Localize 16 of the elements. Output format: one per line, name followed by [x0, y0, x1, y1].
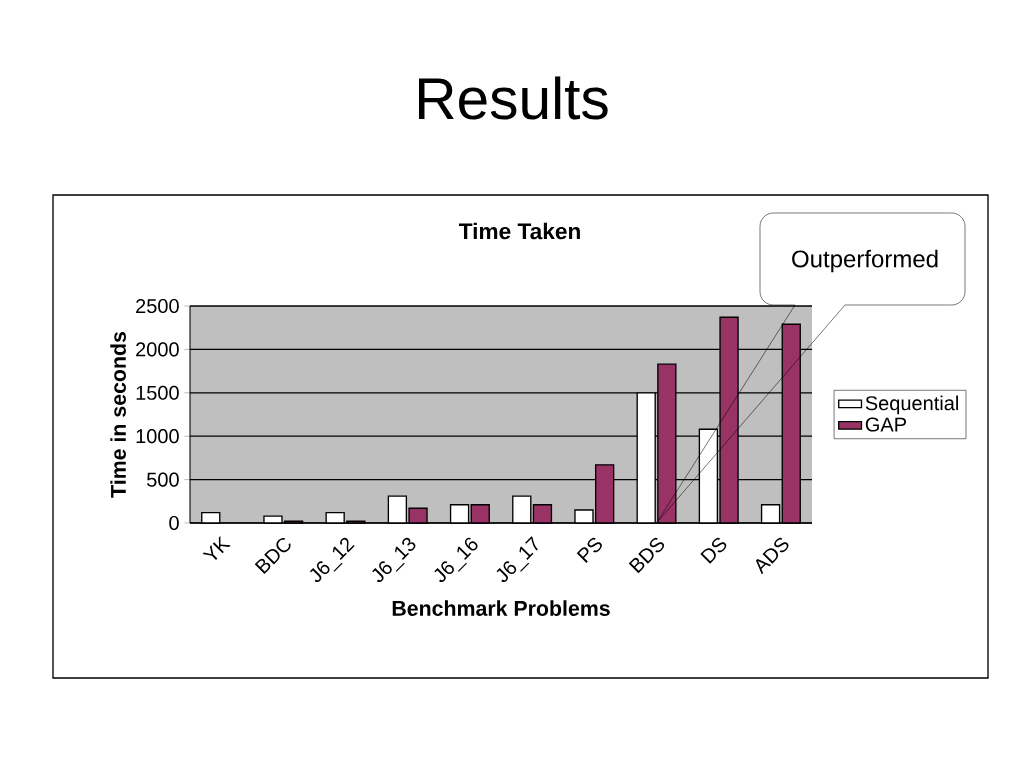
x-tick-label: YK — [202, 536, 231, 560]
x-axis-title: Benchmark Problems — [392, 600, 610, 616]
text: Outperformed — [792, 249, 938, 273]
y-tick-label: 1000 — [136, 429, 179, 444]
x-tick-label: PS — [576, 537, 602, 563]
legend-label: GAP — [865, 417, 906, 432]
y-tick-label: 2000 — [136, 342, 179, 357]
y-tick-label: 500 — [147, 472, 179, 487]
chart-title: Results — [419, 76, 608, 120]
legend-label: Sequential — [865, 395, 958, 415]
y-tick-label: 2500 — [136, 298, 179, 314]
x-tick-label: DS — [700, 537, 727, 564]
y-axis-title: Time in seconds — [110, 332, 126, 498]
chart-subtitle: Time Taken — [458, 222, 580, 240]
y-tick-label: 0 — [169, 515, 179, 531]
y-tick-label: 1500 — [136, 385, 179, 400]
